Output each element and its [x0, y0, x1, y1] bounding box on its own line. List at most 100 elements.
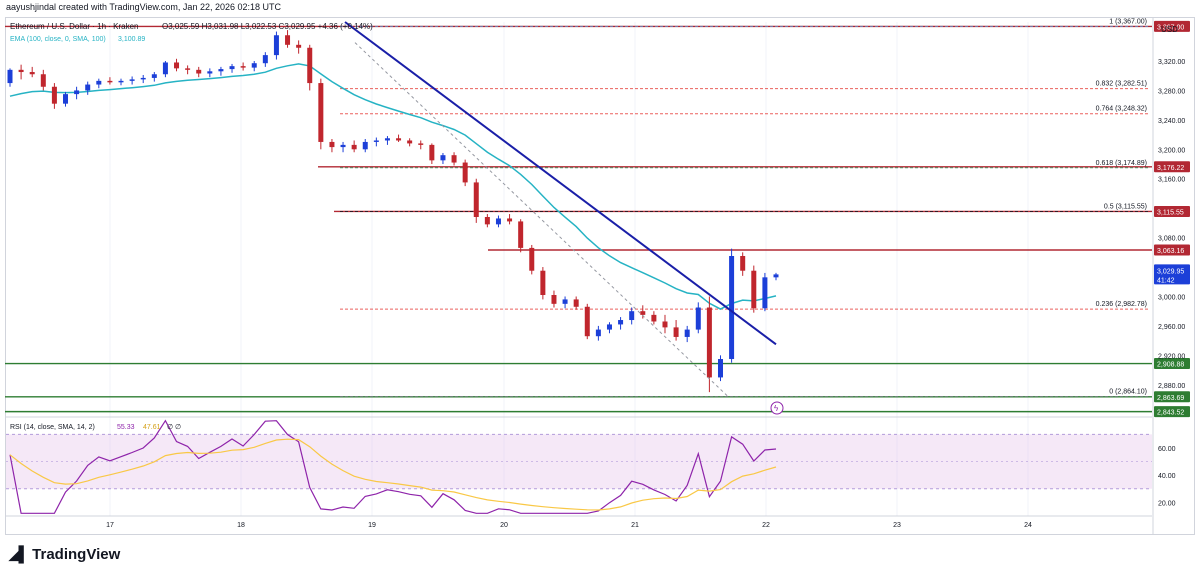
candle-body	[40, 74, 46, 87]
ema-line-layer	[9, 63, 777, 310]
candle-body	[63, 94, 69, 104]
currency-label: USD	[1161, 25, 1178, 34]
candle-body	[251, 63, 257, 68]
candle-body	[373, 140, 379, 142]
time-tick-label: 24	[1024, 522, 1032, 529]
footer-brand: TradingView	[32, 545, 121, 563]
rsi-label: RSI (14, close, SMA, 14, 2)	[10, 424, 95, 431]
horizontal-levels: 3,367.00 3,176.22 3,115.55 3,063.16 2,908.88…	[5, 20, 1190, 418]
candle-body	[640, 311, 646, 315]
rsi-extra: ∅ ∅	[167, 424, 181, 431]
time-tick-label: 19	[368, 522, 376, 529]
candles	[7, 30, 779, 393]
candle-body	[285, 35, 291, 45]
fib-label: 0.236 (2,982.78)	[1096, 301, 1147, 308]
level-axis-label: 3,063.16	[1157, 248, 1184, 255]
candle-body	[751, 270, 757, 309]
candle-body	[562, 299, 568, 304]
candle-body	[673, 327, 679, 337]
candle-body	[96, 80, 102, 85]
price-tick-label: 3,000.00	[1158, 294, 1185, 301]
fib-label: 0.5 (3,115.55)	[1104, 203, 1147, 210]
candle-body	[118, 80, 124, 83]
price-tick-label: 3,280.00	[1158, 88, 1185, 95]
rsi-ma-line	[9, 438, 777, 511]
ema-label: EMA (100, close, 0, SMA, 100)	[10, 36, 106, 43]
candle-body	[584, 306, 590, 337]
tradingview-logo[interactable]: ◢▌ TradingView	[9, 545, 121, 564]
time-tick-label: 22	[762, 522, 770, 529]
candle-body	[706, 307, 712, 378]
fib-diagonal	[354, 42, 729, 397]
time-tick-label: 18	[237, 522, 245, 529]
candle-body	[540, 270, 546, 295]
tradingview-mark-icon: ◢▌	[9, 546, 29, 563]
rsi-panel: 60.00 40.00 20.00	[5, 416, 1176, 514]
price-tick-label: 2,880.00	[1158, 383, 1185, 390]
candle-body	[684, 329, 690, 337]
candle-body	[729, 256, 735, 360]
level-axis-badge	[1154, 20, 1190, 32]
price-axis: 3,320.00 3,280.00 3,240.00 3,200.00 3,160.00…	[1152, 17, 1190, 535]
rsi-tick-label: 20.00	[1158, 500, 1176, 507]
candle-body	[129, 79, 135, 81]
candle-body	[296, 44, 302, 48]
candle-body	[351, 144, 357, 150]
credit-text: aayushjindal created with TradingView.co…	[6, 2, 281, 12]
level-axis-badge	[1154, 391, 1190, 403]
fib-label: 0.618 (3,174.89)	[1096, 160, 1147, 167]
price-tick-label: 3,320.00	[1158, 59, 1185, 66]
candle-body	[606, 324, 612, 330]
candle-body	[151, 74, 157, 78]
level-axis-label: 3,176.22	[1157, 165, 1184, 172]
level-axis-badge	[1154, 161, 1190, 173]
candle-body	[51, 86, 57, 104]
trendline-layer: ϟ	[344, 21, 784, 415]
candle-body	[717, 359, 723, 378]
candle-body	[196, 69, 202, 74]
candle-body	[629, 311, 635, 321]
candle-body	[240, 66, 246, 68]
level-axis-badge	[1154, 244, 1190, 256]
candle-body	[440, 155, 446, 161]
candle-body	[273, 35, 279, 56]
candle-body	[529, 247, 535, 271]
rsi-value: 55.33	[117, 424, 135, 431]
candle-body	[318, 83, 324, 142]
candle-body	[618, 320, 624, 325]
level-axis-label: 2,843.52	[1157, 410, 1184, 417]
price-tick-label: 2,960.00	[1158, 324, 1185, 331]
candle-body	[329, 141, 335, 148]
candle-body	[762, 277, 768, 309]
fib-label: 0.764 (3,248.32)	[1096, 106, 1147, 113]
candle-body	[7, 69, 13, 84]
rsi-line	[9, 419, 777, 514]
current-price-label: 3,029.95	[1157, 268, 1184, 275]
candle-body	[473, 182, 479, 217]
candle-body	[262, 55, 268, 64]
level-axis-label: 2,863.69	[1157, 395, 1184, 402]
candle-body	[495, 218, 501, 225]
level-axis-badge	[1154, 406, 1190, 418]
candle-body	[207, 71, 213, 74]
level-axis-label: 3,367.00	[1157, 24, 1184, 31]
countdown-label: 41:42	[1157, 277, 1175, 284]
rsi-ma-value: 47.61	[143, 424, 161, 431]
lightning-icon	[770, 401, 784, 415]
candle-body	[551, 295, 557, 304]
symbol-line: Ethereum / U.S. Dollar · 1h · Kraken	[10, 22, 139, 31]
candle-body	[340, 144, 346, 148]
chart-frame[interactable]	[5, 17, 1195, 535]
time-axis: 17 18 19 20 21 22 23 24	[5, 515, 1152, 529]
candle-body	[651, 314, 657, 322]
time-tick-label: 23	[893, 522, 901, 529]
candle-body	[451, 155, 457, 163]
fib-label: 1 (3,367.00)	[1109, 18, 1147, 25]
candle-body	[518, 221, 524, 248]
candle-body	[18, 69, 24, 73]
candle-body	[573, 299, 579, 307]
candle-body	[662, 321, 668, 328]
price-tick-label: 2,920.00	[1158, 353, 1185, 360]
candle-body	[773, 274, 779, 278]
